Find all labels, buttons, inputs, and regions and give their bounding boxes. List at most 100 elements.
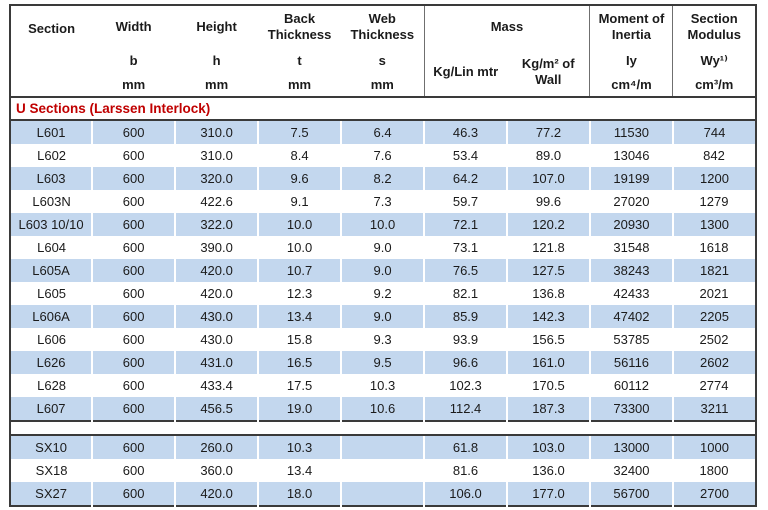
cell-height: 430.0 — [175, 305, 260, 328]
cell-mass-linear: 112.4 — [424, 397, 508, 421]
cell-height: 431.0 — [175, 351, 260, 374]
cell-section-modulus: 842 — [672, 144, 756, 167]
cell-height: 360.0 — [175, 459, 259, 482]
cell-web-thickness — [341, 459, 425, 482]
cell-section: L604 — [10, 236, 93, 259]
cell-moment-inertia: 19199 — [589, 167, 674, 190]
cell-web-thickness: 7.6 — [341, 144, 425, 167]
cell-section: L601 — [10, 120, 94, 144]
header-width-symbol: b — [92, 48, 176, 74]
table-row: L601 600 310.0 7.5 6.4 46.3 77.2 11530 7… — [10, 120, 756, 144]
cell-height: 390.0 — [175, 236, 259, 259]
cell-mass-wall: 77.2 — [506, 120, 591, 144]
table-row: L628 600 433.4 17.5 10.3 102.3 170.5 601… — [10, 374, 756, 397]
cell-mass-wall: 120.2 — [506, 213, 591, 236]
cell-height: 322.0 — [175, 213, 260, 236]
cell-mass-linear: 102.3 — [424, 374, 507, 397]
cell-mass-wall: 99.6 — [506, 190, 590, 213]
cell-height: 320.0 — [175, 167, 260, 190]
cell-mass-wall: 89.0 — [506, 144, 590, 167]
cell-section-modulus: 3211 — [672, 397, 756, 421]
header-sm-unit: cm³/m — [672, 74, 756, 97]
table-row: L605 600 420.0 12.3 9.2 82.1 136.8 42433… — [10, 282, 756, 305]
cell-section: L606A — [10, 305, 94, 328]
cell-width: 600 — [92, 259, 177, 282]
cell-width: 600 — [92, 120, 177, 144]
header-web-thickness: Web Thickness — [341, 5, 425, 48]
cell-height: 456.5 — [175, 397, 260, 421]
header-section: Section — [10, 5, 93, 97]
cell-back-thickness: 13.4 — [258, 459, 342, 482]
cell-width: 600 — [92, 305, 177, 328]
cell-mass-linear: 82.1 — [424, 282, 507, 305]
cell-mass-wall: 142.3 — [506, 305, 591, 328]
cell-mass-wall: 127.5 — [506, 259, 591, 282]
cell-moment-inertia: 60112 — [589, 374, 673, 397]
cell-mass-linear: 46.3 — [424, 120, 508, 144]
cell-section: L603N — [10, 190, 93, 213]
cell-mass-wall: 170.5 — [506, 374, 590, 397]
cell-section: SX10 — [10, 435, 94, 459]
cell-mass-wall: 121.8 — [506, 236, 590, 259]
table-row: L606A 600 430.0 13.4 9.0 85.9 142.3 4740… — [10, 305, 756, 328]
cell-section-modulus: 2021 — [672, 282, 756, 305]
header-web-symbol: s — [341, 48, 425, 74]
header-width: Width — [92, 5, 176, 48]
cell-section: L605A — [10, 259, 94, 282]
cell-height: 420.0 — [175, 282, 259, 305]
table-row: SX27 600 420.0 18.0 106.0 177.0 56700 27… — [10, 482, 756, 506]
cell-moment-inertia: 47402 — [589, 305, 674, 328]
header-height-symbol: h — [175, 48, 259, 74]
table-row: L603 10/10 600 322.0 10.0 10.0 72.1 120.… — [10, 213, 756, 236]
cell-back-thickness: 9.6 — [258, 167, 343, 190]
cell-mass-wall: 161.0 — [506, 351, 591, 374]
header-row-3: mm mm mm mm cm⁴/m cm³/m — [10, 74, 756, 97]
cell-mass-linear: 73.1 — [424, 236, 507, 259]
cell-moment-inertia: 11530 — [589, 120, 674, 144]
cell-mass-linear: 81.6 — [424, 459, 507, 482]
sections-table: Section Width Height Back Thickness Web … — [9, 4, 757, 507]
cell-back-thickness: 7.5 — [258, 120, 343, 144]
table-row: L605A 600 420.0 10.7 9.0 76.5 127.5 3824… — [10, 259, 756, 282]
group-title: U Sections (Larssen Interlock) — [10, 96, 756, 121]
header-section-modulus: Section Modulus — [672, 5, 756, 48]
cell-section-modulus: 2502 — [672, 328, 756, 351]
cell-mass-linear: 59.7 — [424, 190, 507, 213]
header-back-thickness: Back Thickness — [258, 5, 342, 48]
cell-moment-inertia: 42433 — [589, 282, 673, 305]
cell-height: 310.0 — [175, 144, 259, 167]
cell-web-thickness: 7.3 — [341, 190, 425, 213]
cell-mass-linear: 76.5 — [424, 259, 508, 282]
cell-mass-linear: 64.2 — [424, 167, 508, 190]
cell-mass-linear: 72.1 — [424, 213, 508, 236]
cell-web-thickness — [341, 482, 426, 506]
cell-section-modulus: 1000 — [672, 435, 756, 459]
table-row: L606 600 430.0 15.8 9.3 93.9 156.5 53785… — [10, 328, 756, 351]
cell-back-thickness: 10.0 — [258, 213, 343, 236]
cell-section: L605 — [10, 282, 93, 305]
section-properties-sheet: Section Width Height Back Thickness Web … — [9, 4, 757, 507]
table-row: L603N 600 422.6 9.1 7.3 59.7 99.6 27020 … — [10, 190, 756, 213]
cell-height: 420.0 — [175, 259, 260, 282]
cell-section: L606 — [10, 328, 93, 351]
cell-back-thickness: 13.4 — [258, 305, 343, 328]
cell-height: 433.4 — [175, 374, 259, 397]
cell-moment-inertia: 13000 — [589, 435, 674, 459]
cell-section-modulus: 2205 — [672, 305, 756, 328]
table-row: SX10 600 260.0 10.3 61.8 103.0 13000 100… — [10, 435, 756, 459]
cell-mass-linear: 85.9 — [424, 305, 508, 328]
header-moment-of-inertia: Moment of Inertia — [589, 5, 673, 48]
cell-back-thickness: 16.5 — [258, 351, 343, 374]
cell-web-thickness: 8.2 — [341, 167, 426, 190]
cell-width: 600 — [92, 328, 176, 351]
cell-width: 600 — [92, 282, 176, 305]
table-row: L626 600 431.0 16.5 9.5 96.6 161.0 56116… — [10, 351, 756, 374]
cell-mass-wall: 156.5 — [506, 328, 590, 351]
cell-back-thickness: 17.5 — [258, 374, 342, 397]
cell-moment-inertia: 27020 — [589, 190, 673, 213]
cell-mass-wall: 136.0 — [506, 459, 590, 482]
cell-section: L628 — [10, 374, 93, 397]
cell-section-modulus: 1200 — [672, 167, 756, 190]
cell-moment-inertia: 73300 — [589, 397, 674, 421]
cell-width: 600 — [92, 351, 177, 374]
